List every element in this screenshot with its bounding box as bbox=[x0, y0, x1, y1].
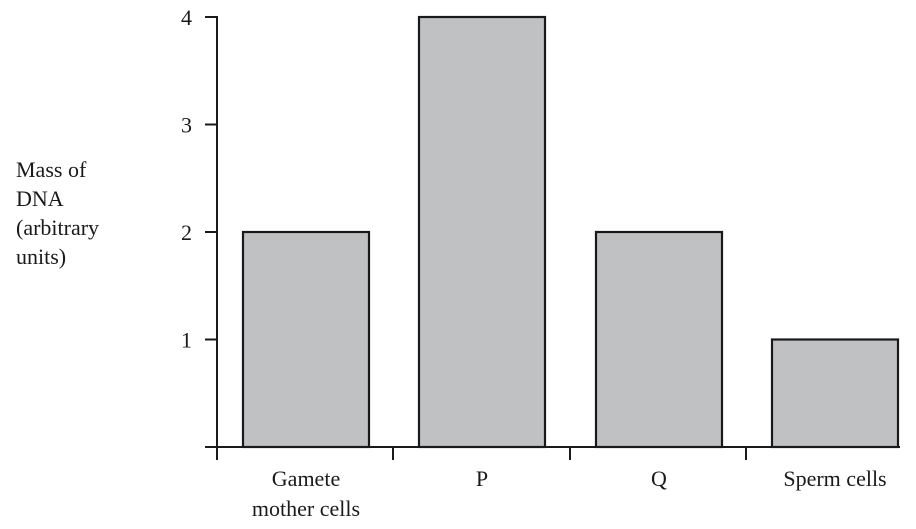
y-tick-label-3: 3 bbox=[181, 113, 192, 138]
y-tick-label-2: 2 bbox=[181, 220, 192, 245]
x-category-label-4: Sperm cells bbox=[783, 466, 886, 491]
x-category-label-3: Q bbox=[651, 466, 667, 491]
x-category-label-1: Gamete mother cells bbox=[252, 466, 360, 521]
axes bbox=[205, 16, 900, 460]
y-axis-label-line-2: DNA bbox=[16, 186, 64, 211]
bar-3 bbox=[594, 230, 724, 449]
bar-2 bbox=[417, 15, 547, 449]
x-category-label-2: P bbox=[476, 466, 488, 491]
y-axis-label-line-3: (arbitrary bbox=[16, 215, 100, 240]
bars bbox=[241, 15, 900, 449]
bar-4 bbox=[770, 338, 900, 449]
y-tick-label-4: 4 bbox=[181, 5, 192, 30]
bar-1 bbox=[241, 230, 371, 449]
y-axis-label-line-1: Mass of bbox=[16, 157, 87, 182]
y-axis-label: Mass of DNA (arbitrary units) bbox=[16, 155, 186, 271]
y-axis-label-line-4: units) bbox=[16, 244, 67, 269]
y-tick-label-1: 1 bbox=[181, 328, 192, 353]
tick-labels: 1 2 3 4 Gamete mother cells P Q Sperm cells bbox=[181, 5, 887, 521]
